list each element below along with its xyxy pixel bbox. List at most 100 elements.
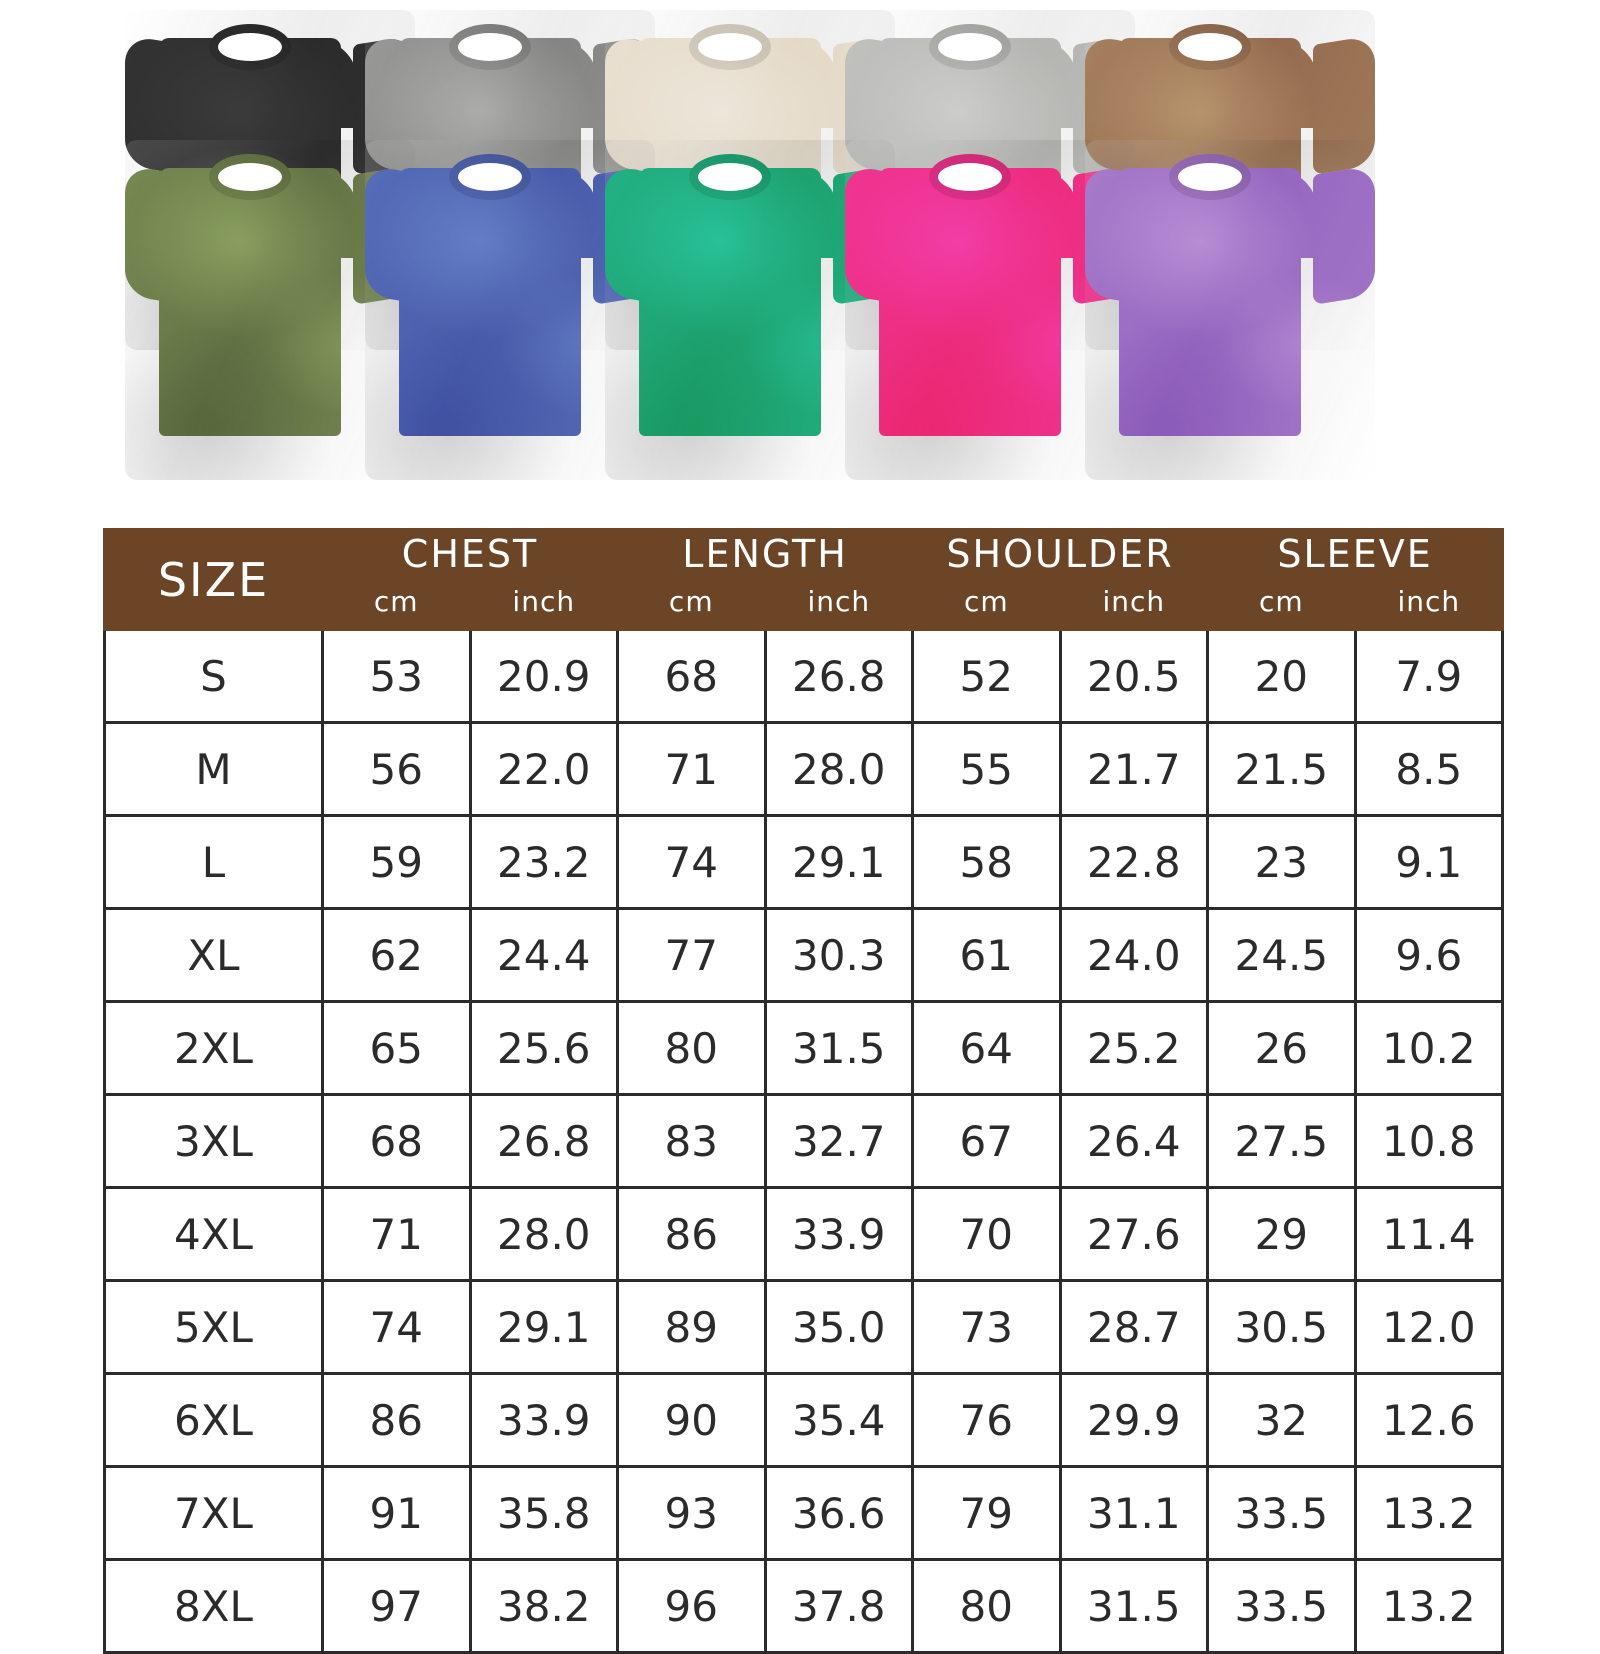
cell-value: 80: [616, 1000, 767, 1096]
cell-value: 20: [1206, 628, 1357, 724]
tshirt-collar: [929, 24, 1011, 70]
header-unit-sleeve-inch: inch: [1353, 578, 1505, 631]
table-row: 6XL 86 33.9 90 35.4 76 29.9 32 12.6: [103, 1372, 1505, 1468]
cell-size-8xl: 8XL: [103, 1558, 324, 1654]
cell-value: 9.6: [1353, 907, 1505, 1003]
cell-value: 30.3: [763, 907, 915, 1003]
size-table-body: S 53 20.9 68 26.8 52 20.5 20 7.9 M 56 22.0 71 28.0 55 2…: [103, 628, 1505, 1654]
cell-value: 79: [911, 1465, 1062, 1561]
tshirt-swatch-purple[interactable]: [1085, 140, 1375, 480]
cell-value: 31.5: [1058, 1558, 1210, 1654]
cell-value: 38.2: [468, 1558, 620, 1654]
cell-value: 74: [616, 814, 767, 910]
cell-value: 59: [321, 814, 472, 910]
cell-value: 53: [321, 628, 472, 724]
header-unit-length-cm: cm: [616, 578, 767, 631]
cell-value: 12.0: [1353, 1279, 1505, 1375]
cell-value: 26: [1206, 1000, 1357, 1096]
size-table-container: SIZE CHEST LENGTH SHOULDER SLEEVE cm inc…: [103, 528, 1505, 1654]
cell-value: 24.5: [1206, 907, 1357, 1003]
cell-value: 73: [911, 1279, 1062, 1375]
cell-value: 93: [616, 1465, 767, 1561]
header-row-units: cm inch cm inch cm inch cm inch: [105, 578, 1505, 631]
cell-value: 86: [616, 1186, 767, 1282]
header-unit-sleeve-cm: cm: [1206, 578, 1357, 631]
tshirt-collar: [689, 154, 771, 200]
cell-value: 33.9: [468, 1372, 620, 1468]
table-row: 7XL 91 35.8 93 36.6 79 31.1 33.5 13.2: [103, 1465, 1505, 1561]
table-row: 8XL 97 38.2 96 37.8 80 31.5 33.5 13.2: [103, 1558, 1505, 1654]
cell-value: 10.8: [1353, 1093, 1505, 1189]
cell-value: 55: [911, 721, 1062, 817]
cell-value: 33.5: [1206, 1465, 1357, 1561]
cell-value: 80: [911, 1558, 1062, 1654]
tshirt-collar: [689, 24, 771, 70]
cell-value: 70: [911, 1186, 1062, 1282]
cell-value: 12.6: [1353, 1372, 1505, 1468]
cell-size-l: L: [103, 814, 324, 910]
cell-value: 27.5: [1206, 1093, 1357, 1189]
header-row-groups: SIZE CHEST LENGTH SHOULDER SLEEVE: [103, 528, 1505, 631]
cell-value: 58: [911, 814, 1062, 910]
cell-value: 30.5: [1206, 1279, 1357, 1375]
cell-value: 36.6: [763, 1465, 915, 1561]
cell-value: 83: [616, 1093, 767, 1189]
cell-value: 7.9: [1353, 628, 1505, 724]
table-row: L 59 23.2 74 29.1 58 22.8 23 9.1: [103, 814, 1505, 910]
tshirt-collar: [209, 24, 291, 70]
cell-value: 31.5: [763, 1000, 915, 1096]
cell-size-7xl: 7XL: [103, 1465, 324, 1561]
cell-value: 8.5: [1353, 721, 1505, 817]
tshirt-collar: [1169, 24, 1251, 70]
cell-size-2xl: 2XL: [103, 1000, 324, 1096]
cell-value: 37.8: [763, 1558, 915, 1654]
header-unit-chest-inch: inch: [468, 578, 620, 631]
cell-value: 61: [911, 907, 1062, 1003]
cell-value: 68: [321, 1093, 472, 1189]
cell-value: 27.6: [1058, 1186, 1210, 1282]
cell-value: 67: [911, 1093, 1062, 1189]
cell-value: 62: [321, 907, 472, 1003]
tshirt-sleeve-right: [1313, 165, 1375, 305]
cell-value: 13.2: [1353, 1465, 1505, 1561]
cell-value: 25.6: [468, 1000, 620, 1096]
cell-value: 22.8: [1058, 814, 1210, 910]
cell-value: 91: [321, 1465, 472, 1561]
cell-value: 33.9: [763, 1186, 915, 1282]
tshirt-collar: [449, 24, 531, 70]
cell-value: 32: [1206, 1372, 1357, 1468]
cell-value: 76: [911, 1372, 1062, 1468]
cell-value: 35.0: [763, 1279, 915, 1375]
cell-value: 96: [616, 1558, 767, 1654]
cell-value: 20.9: [468, 628, 620, 724]
cell-value: 86: [321, 1372, 472, 1468]
tshirt-torso: [159, 168, 341, 436]
cell-value: 23: [1206, 814, 1357, 910]
table-row: XL 62 24.4 77 30.3 61 24.0 24.5 9.6: [103, 907, 1505, 1003]
cell-value: 23.2: [468, 814, 620, 910]
cell-value: 68: [616, 628, 767, 724]
header-group-chest: CHEST: [320, 528, 620, 581]
cell-value: 28.0: [763, 721, 915, 817]
header-group-shoulder: SHOULDER: [911, 528, 1210, 581]
cell-value: 21.7: [1058, 721, 1210, 817]
cell-value: 26.8: [468, 1093, 620, 1189]
cell-value: 26.4: [1058, 1093, 1210, 1189]
cell-value: 35.8: [468, 1465, 620, 1561]
cell-value: 20.5: [1058, 628, 1210, 724]
header-size: SIZE: [103, 528, 324, 631]
table-row: S 53 20.9 68 26.8 52 20.5 20 7.9: [103, 628, 1505, 724]
cell-value: 89: [616, 1279, 767, 1375]
cell-value: 13.2: [1353, 1558, 1505, 1654]
cell-value: 28.7: [1058, 1279, 1210, 1375]
cell-value: 71: [321, 1186, 472, 1282]
cell-value: 32.7: [763, 1093, 915, 1189]
cell-value: 65: [321, 1000, 472, 1096]
table-row: 2XL 65 25.6 80 31.5 64 25.2 26 10.2: [103, 1000, 1505, 1096]
product-color-gallery: [0, 0, 1600, 500]
cell-value: 24.4: [468, 907, 620, 1003]
tshirt-collar: [209, 154, 291, 200]
cell-size-xl: XL: [103, 907, 324, 1003]
tshirt-torso: [639, 168, 821, 436]
